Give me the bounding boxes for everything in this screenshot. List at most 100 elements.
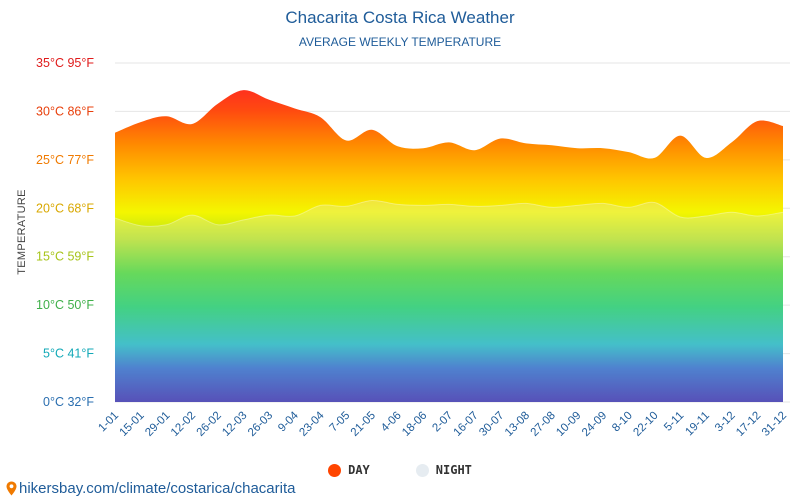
- night-point[interactable]: [369, 198, 375, 204]
- day-point[interactable]: [523, 140, 529, 146]
- legend-day-label: DAY: [348, 463, 370, 477]
- day-point[interactable]: [420, 145, 426, 151]
- night-point[interactable]: [574, 202, 580, 208]
- day-point[interactable]: [240, 87, 246, 93]
- night-point[interactable]: [318, 202, 324, 208]
- y-tick-label: 20°C 68°F: [36, 201, 94, 215]
- x-tick-label: 10-09: [554, 410, 583, 439]
- day-point[interactable]: [369, 127, 375, 133]
- day-point[interactable]: [266, 97, 272, 103]
- day-point[interactable]: [472, 147, 478, 153]
- night-point[interactable]: [549, 204, 555, 210]
- legend-night-label: NIGHT: [435, 463, 472, 477]
- x-tick-label: 12-02: [169, 410, 198, 439]
- day-point[interactable]: [626, 149, 632, 155]
- night-point[interactable]: [343, 203, 349, 209]
- night-point[interactable]: [626, 204, 632, 210]
- x-tick-label: 27-08: [529, 410, 558, 439]
- day-point[interactable]: [112, 130, 118, 136]
- night-point[interactable]: [780, 209, 786, 215]
- night-point[interactable]: [729, 209, 735, 215]
- x-tick-label: 16-07: [452, 410, 481, 439]
- day-point[interactable]: [395, 143, 401, 149]
- night-point[interactable]: [266, 212, 272, 218]
- y-tick-label: 5°C 41°F: [43, 347, 94, 361]
- day-point[interactable]: [574, 145, 580, 151]
- x-tick-label: 18-06: [400, 410, 429, 439]
- night-temperature-line: [114, 199, 784, 227]
- x-tick-label: 30-07: [477, 410, 506, 439]
- x-tick-label: 31-12: [760, 410, 789, 439]
- day-point[interactable]: [292, 106, 298, 112]
- x-tick-label: 23-04: [297, 409, 327, 439]
- day-temperature-area[interactable]: [115, 90, 783, 403]
- x-tick-label: 26-03: [246, 410, 275, 439]
- night-point[interactable]: [112, 215, 118, 221]
- legend-night-swatch: [415, 463, 429, 477]
- night-point[interactable]: [163, 222, 169, 228]
- night-point[interactable]: [138, 223, 144, 229]
- night-point[interactable]: [754, 213, 760, 219]
- x-tick-label: 13-08: [503, 410, 532, 439]
- x-tick-label: 22-10: [631, 410, 660, 439]
- x-tick-label: 15-01: [118, 410, 147, 439]
- source-text: hikersbay.com/climate/costarica/chacarit…: [19, 480, 296, 497]
- night-point[interactable]: [677, 214, 683, 220]
- day-point[interactable]: [163, 113, 169, 119]
- night-point[interactable]: [215, 222, 221, 228]
- night-point[interactable]: [600, 200, 606, 206]
- day-point[interactable]: [600, 145, 606, 151]
- x-tick-label: 24-09: [580, 410, 609, 439]
- chart-legend: DAY NIGHT: [0, 463, 800, 477]
- y-tick-label: 15°C 59°F: [36, 250, 94, 264]
- y-tick-label: 10°C 50°F: [36, 298, 94, 312]
- y-tick-label: 35°C 95°F: [36, 56, 94, 70]
- night-point[interactable]: [446, 201, 452, 207]
- y-axis-title: TEMPERATURE: [16, 189, 28, 275]
- day-point[interactable]: [497, 136, 503, 142]
- legend-item-day[interactable]: DAY: [328, 463, 370, 477]
- y-tick-label: 0°C 32°F: [43, 395, 94, 409]
- night-point[interactable]: [395, 201, 401, 207]
- x-tick-label: 17-12: [734, 410, 763, 439]
- x-tick-label: 21-05: [349, 410, 378, 439]
- x-tick-label: 12-03: [220, 410, 249, 439]
- y-axis-ticks: 0°C 32°F 5°C 41°F 10°C 50°F 15°C 59°F 20°C 6…: [36, 56, 94, 409]
- legend-item-night[interactable]: NIGHT: [415, 463, 472, 477]
- night-point[interactable]: [292, 213, 298, 219]
- day-point[interactable]: [446, 139, 452, 145]
- day-point[interactable]: [343, 137, 349, 143]
- night-point[interactable]: [703, 213, 709, 219]
- day-point[interactable]: [754, 118, 760, 124]
- night-point[interactable]: [240, 217, 246, 223]
- y-tick-label: 30°C 86°F: [36, 104, 94, 118]
- day-point[interactable]: [215, 101, 221, 107]
- night-point[interactable]: [472, 203, 478, 209]
- legend-day-swatch: [328, 463, 342, 477]
- day-point[interactable]: [677, 133, 683, 139]
- map-pin-icon: [6, 481, 17, 496]
- night-point[interactable]: [420, 202, 426, 208]
- source-link[interactable]: hikersbay.com/climate/costarica/chacarit…: [6, 480, 296, 497]
- night-point[interactable]: [523, 200, 529, 206]
- night-point[interactable]: [497, 202, 503, 208]
- y-tick-label: 25°C 77°F: [36, 153, 94, 167]
- day-point[interactable]: [549, 142, 555, 148]
- chart-title: Chacarita Costa Rica Weather: [285, 8, 515, 27]
- day-point[interactable]: [729, 139, 735, 145]
- chart-subtitle: AVERAGE WEEKLY TEMPERATURE: [298, 35, 502, 49]
- night-point[interactable]: [652, 199, 658, 205]
- area-series: [112, 87, 786, 403]
- day-point[interactable]: [652, 155, 658, 161]
- day-point[interactable]: [703, 155, 709, 161]
- day-point[interactable]: [780, 123, 786, 129]
- day-point[interactable]: [189, 121, 195, 127]
- day-point[interactable]: [138, 119, 144, 125]
- day-point[interactable]: [318, 114, 324, 120]
- x-tick-label: 19-11: [683, 410, 712, 439]
- night-point[interactable]: [189, 212, 195, 218]
- x-tick-label: 26-02: [195, 410, 224, 439]
- night-temperature-area[interactable]: [115, 200, 783, 402]
